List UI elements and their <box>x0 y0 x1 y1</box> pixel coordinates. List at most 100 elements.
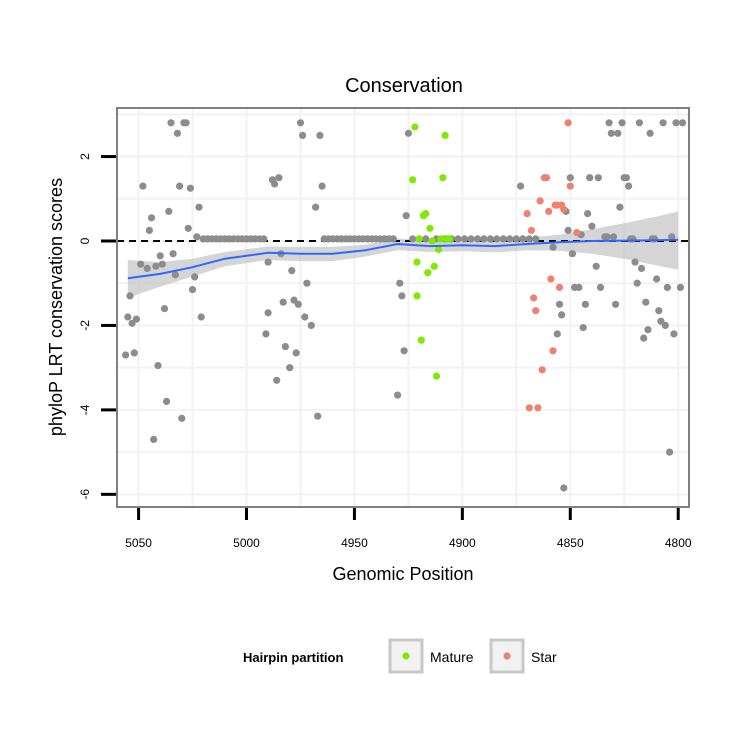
x-tick-label: 4900 <box>449 536 476 550</box>
data-point-other <box>560 484 568 492</box>
legend-label-star: Star <box>531 649 557 665</box>
data-point-other <box>663 283 672 291</box>
data-point-other <box>314 412 322 420</box>
data-point-other <box>646 129 654 137</box>
data-point-other <box>193 233 201 241</box>
data-point-other <box>676 283 685 291</box>
data-point-other <box>264 309 272 317</box>
data-point-mature <box>430 262 438 270</box>
data-point-other <box>152 262 160 270</box>
legend: Hairpin partition Mature Star <box>243 638 557 674</box>
data-point-other <box>568 250 577 258</box>
data-point-other <box>625 182 633 190</box>
data-point-other <box>292 349 300 357</box>
y-axis-ticks: -6 -4 -2 0 2 <box>78 153 116 500</box>
data-point-mature <box>428 237 436 245</box>
data-point-other <box>512 235 520 243</box>
data-point-other <box>592 262 600 270</box>
data-point-star <box>573 229 581 237</box>
data-point-other <box>558 311 566 319</box>
data-point-other <box>549 243 557 251</box>
data-point-other <box>642 298 650 306</box>
data-point-star <box>566 182 574 190</box>
data-point-other <box>596 283 605 291</box>
x-tick-label: 4850 <box>557 536 584 550</box>
data-point-other <box>286 364 294 372</box>
data-point-other <box>640 334 648 342</box>
data-point-mature <box>424 269 432 277</box>
data-point-other <box>191 273 199 281</box>
data-point-other <box>303 279 311 287</box>
data-point-other <box>281 343 289 351</box>
data-point-other <box>294 300 302 308</box>
data-point-other <box>467 235 475 243</box>
data-point-other <box>132 315 140 323</box>
data-point-other <box>581 300 590 308</box>
data-point-other <box>622 174 631 182</box>
data-point-other <box>404 129 412 137</box>
data-point-mature <box>409 176 417 184</box>
data-point-other <box>555 300 564 308</box>
data-point-mature <box>437 235 445 243</box>
data-point-other <box>553 330 561 338</box>
data-point-other <box>143 264 151 272</box>
data-point-other <box>316 131 324 139</box>
data-point-other <box>176 182 184 190</box>
data-point-other <box>167 119 175 127</box>
data-point-other <box>672 119 680 127</box>
data-point-other <box>575 283 583 291</box>
data-point-other <box>659 119 667 127</box>
data-point-star <box>527 226 536 234</box>
data-point-star <box>542 174 551 182</box>
data-point-mature <box>413 292 421 300</box>
data-point-mature <box>422 210 430 218</box>
y-tick-label: 0 <box>78 237 92 244</box>
data-point-other <box>299 131 307 139</box>
data-point-other <box>517 182 525 190</box>
data-point-other <box>184 224 192 232</box>
data-point-other <box>609 233 618 241</box>
data-point-other <box>271 180 279 188</box>
data-point-other <box>186 184 194 192</box>
data-point-other <box>163 397 171 405</box>
data-point-other <box>678 119 687 127</box>
data-point-other <box>607 129 615 137</box>
data-point-other <box>655 307 663 315</box>
data-point-other <box>616 203 624 211</box>
data-point-other <box>264 258 272 266</box>
data-point-other <box>307 321 315 329</box>
data-point-other <box>644 326 652 334</box>
data-point-other <box>160 305 169 313</box>
data-point-other <box>409 235 417 243</box>
data-point-mature <box>413 258 421 266</box>
data-point-star <box>555 283 564 291</box>
data-point-other <box>296 119 305 127</box>
data-point-star <box>532 307 540 315</box>
data-point-other <box>586 174 594 182</box>
data-point-other <box>150 435 158 443</box>
data-point-other <box>301 313 309 321</box>
data-point-other <box>614 129 622 137</box>
data-point-star <box>549 347 557 355</box>
smooth-confidence-ribbon <box>127 211 679 298</box>
data-point-other <box>486 235 494 243</box>
data-point-other <box>422 235 430 243</box>
x-axis-ticks: 5050 5000 4950 4900 4850 4800 <box>125 508 692 550</box>
data-point-other <box>506 235 514 243</box>
data-point-mature <box>417 336 425 344</box>
data-point-other <box>394 391 402 399</box>
data-point-other <box>126 292 134 300</box>
data-point-other <box>130 349 138 357</box>
legend-marker-star <box>503 652 511 660</box>
data-point-other <box>158 260 166 268</box>
data-point-other <box>532 235 540 243</box>
data-point-other <box>318 182 326 190</box>
data-point-other <box>389 235 397 243</box>
y-tick-label: -2 <box>78 320 92 331</box>
data-point-other <box>400 347 408 355</box>
data-point-star <box>547 275 555 283</box>
data-point-star <box>545 207 553 215</box>
data-point-other <box>262 330 270 338</box>
data-point-other <box>165 207 173 215</box>
data-point-other <box>312 203 320 211</box>
